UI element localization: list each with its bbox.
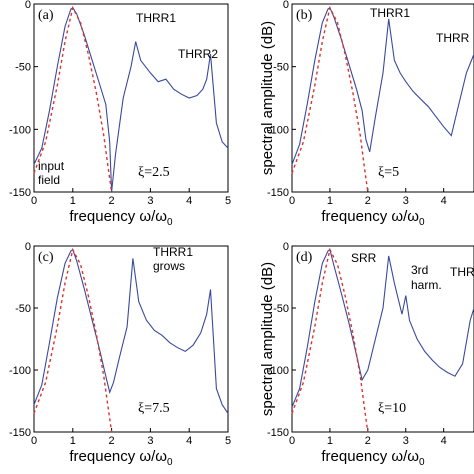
x-tick-label: 3 — [147, 435, 153, 447]
y-tick-label: -50 — [273, 303, 289, 315]
y-tick-label: 0 — [283, 0, 289, 11]
xi-parameter: ξ=5 — [378, 165, 399, 180]
panel-2: 0 1 2 3 4 -150 -100 -50 0 (b) THRR1 THRR ξ=5 frequenc… — [259, 0, 474, 228]
y-tick-label: -150 — [9, 427, 31, 439]
x-axis-subscript: 0 — [167, 217, 173, 228]
x-tick-label: 1 — [327, 435, 333, 447]
y-tick-label: -50 — [15, 303, 31, 315]
x-tick-label: 1 — [327, 195, 333, 207]
x-tick-label: 3 — [403, 435, 409, 447]
x-axis-subscript: 0 — [167, 457, 173, 468]
x-tick-label: 2 — [109, 435, 115, 447]
x-tick-label: 4 — [186, 435, 192, 447]
y-tick-label: -150 — [9, 187, 31, 199]
spectrum-line — [33, 248, 229, 414]
spectrum-line — [33, 7, 229, 193]
input-field-line — [33, 247, 113, 433]
x-tick-label: 0 — [31, 435, 37, 447]
x-tick-label: 1 — [70, 435, 76, 447]
annotation: field — [38, 173, 60, 187]
annotation: input — [38, 159, 65, 173]
panel-tag: (d) — [296, 250, 313, 265]
x-tick-label: 0 — [31, 195, 37, 207]
annotation: THR — [450, 265, 474, 279]
x-axis-title: frequency ω/ω0 — [69, 208, 173, 228]
y-tick-label: -100 — [9, 124, 31, 136]
xi-parameter: ξ=2.5 — [138, 165, 170, 180]
x-axis-title: frequency ω/ω0 — [69, 448, 173, 468]
x-tick-label: 3 — [403, 195, 409, 207]
spectrum-line — [291, 248, 474, 408]
panel-tag: (c) — [38, 250, 54, 265]
x-tick-label: 0 — [289, 195, 295, 207]
annotation: THRR2 — [178, 47, 218, 61]
x-tick-label: 5 — [225, 435, 231, 447]
x-tick-label: 3 — [147, 195, 153, 207]
x-tick-label: 5 — [225, 195, 231, 207]
x-tick-label: 0 — [289, 435, 295, 447]
x-tick-label: 1 — [70, 195, 76, 207]
y-axis-title: spectral amplitude (dB) — [259, 21, 276, 175]
y-tick-label: -50 — [273, 62, 289, 74]
panel-1: 0 1 2 3 4 5 -150 -100 -50 0 (a) THRR1 THRR2 inputfiel… — [9, 0, 231, 228]
input-field-line — [33, 5, 113, 193]
annotation: harm. — [411, 278, 442, 292]
plot-frame — [33, 3, 229, 193]
input-field-line — [291, 5, 369, 193]
y-tick-label: -100 — [267, 365, 289, 377]
annotation: 3rd — [411, 263, 428, 277]
plot-frame — [33, 245, 229, 433]
x-tick-label: 2 — [365, 195, 371, 207]
x-axis-subscript: 0 — [419, 457, 425, 468]
x-axis-subscript: 0 — [419, 217, 425, 228]
annotation: SRR — [351, 251, 377, 265]
y-tick-label: 0 — [283, 241, 289, 253]
y-axis-title: spectral amplitude (dB) — [259, 262, 276, 416]
plot-frame — [291, 3, 474, 193]
plot-frame — [291, 245, 474, 433]
y-tick-label: -150 — [267, 187, 289, 199]
annotation: THRR — [436, 31, 470, 45]
y-tick-label: 0 — [25, 0, 31, 11]
y-tick-label: 0 — [25, 241, 31, 253]
x-tick-label: 4 — [441, 195, 447, 207]
annotation: grows — [153, 259, 185, 273]
xi-parameter: ξ=10 — [378, 401, 406, 416]
y-tick-label: -150 — [267, 427, 289, 439]
y-tick-label: -100 — [9, 365, 31, 377]
spectrum-line — [291, 6, 474, 165]
x-axis-title: frequency ω/ω0 — [321, 208, 425, 228]
panel-tag: (a) — [38, 8, 54, 23]
xi-parameter: ξ=7.5 — [138, 401, 170, 416]
input-field-line — [291, 247, 369, 433]
x-tick-label: 4 — [186, 195, 192, 207]
x-tick-label: 2 — [109, 195, 115, 207]
panel-tag: (b) — [296, 8, 313, 23]
annotation: THRR1 — [370, 6, 410, 20]
x-tick-label: 4 — [441, 435, 447, 447]
y-tick-label: -50 — [15, 62, 31, 74]
y-tick-label: -100 — [267, 124, 289, 136]
x-tick-label: 2 — [365, 435, 371, 447]
annotation: THRR1 — [136, 11, 176, 25]
annotation: THRR1 — [153, 245, 193, 259]
x-axis-title: frequency ω/ω0 — [321, 448, 425, 468]
